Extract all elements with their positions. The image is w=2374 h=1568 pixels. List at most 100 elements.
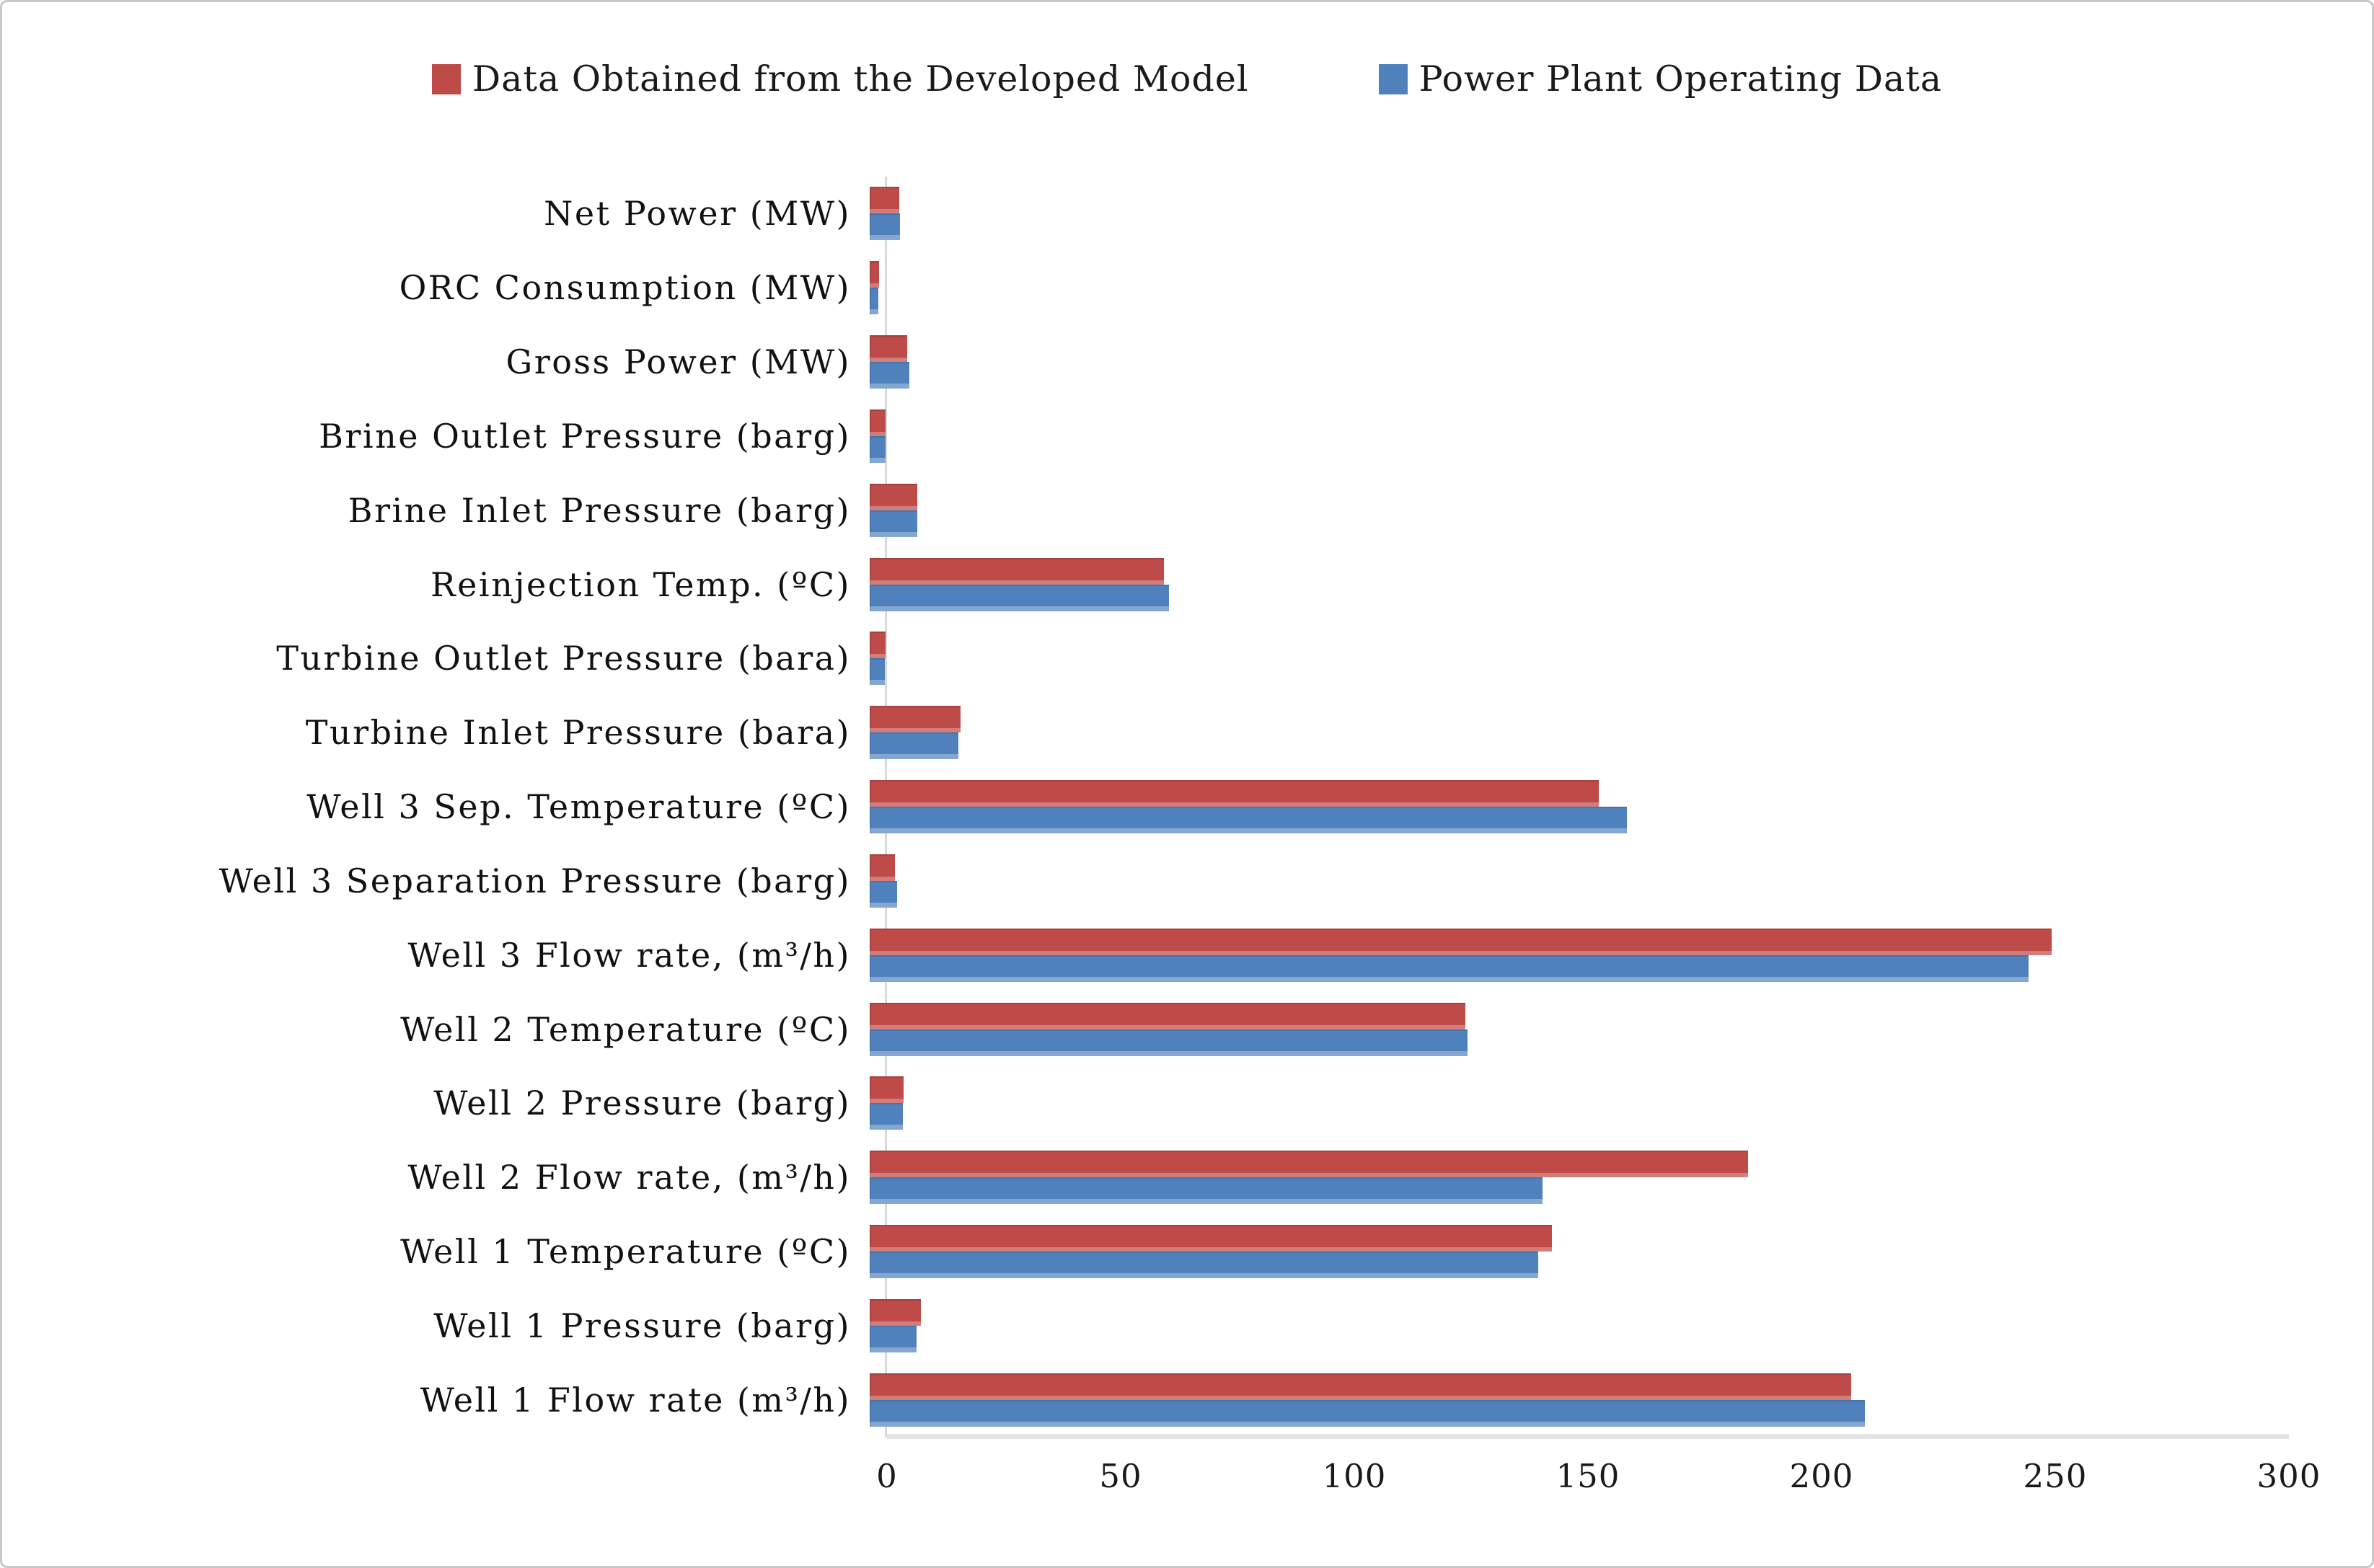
x-axis-ticks: 0 50 100 150 200 250 300 xyxy=(2,1457,2372,1507)
bar-model xyxy=(870,632,886,659)
category-row: Net Power (MW) xyxy=(2,177,2372,251)
category-row: Turbine Inlet Pressure (bara) xyxy=(2,696,2372,770)
bar-model xyxy=(870,928,2052,955)
bar-model xyxy=(870,854,895,881)
x-axis-tick-label: 150 xyxy=(1556,1457,1620,1495)
category-label: Net Power (MW) xyxy=(544,194,851,234)
category-label: Well 1 Pressure (barg) xyxy=(433,1306,851,1345)
category-label: Well 1 Temperature (ºC) xyxy=(400,1232,851,1271)
x-axis-tick-label: 100 xyxy=(1322,1457,1387,1495)
bar-operating xyxy=(870,880,898,908)
category-row: Well 2 Temperature (ºC) xyxy=(2,992,2372,1066)
category-label: Well 3 Flow rate, (m³/h) xyxy=(407,935,851,975)
category-label: Well 2 Flow rate, (m³/h) xyxy=(407,1158,851,1197)
bar-operating xyxy=(870,1177,1543,1205)
bar-operating xyxy=(870,1325,917,1352)
category-row: Well 3 Sep. Temperature (ºC) xyxy=(2,770,2372,844)
legend-item-model: Data Obtained from the Developed Model xyxy=(431,58,1249,99)
bar-operating xyxy=(870,732,959,760)
bar-operating xyxy=(870,213,901,241)
category-label: Well 3 Separation Pressure (barg) xyxy=(219,861,851,900)
x-axis-tick-label: 200 xyxy=(1789,1457,1854,1495)
bar-operating xyxy=(870,1252,1538,1278)
bar-model xyxy=(870,1298,922,1326)
bar-group xyxy=(870,547,2272,621)
bar-group xyxy=(870,843,2272,918)
blue-square-icon xyxy=(1378,63,1408,94)
bar-group xyxy=(870,1288,2272,1363)
category-row: Well 1 Pressure (barg) xyxy=(2,1288,2372,1363)
bar-operating xyxy=(870,288,878,315)
bar-model xyxy=(870,261,879,288)
bar-model xyxy=(870,187,900,214)
bar-operating xyxy=(870,435,886,463)
category-label: Brine Inlet Pressure (barg) xyxy=(348,490,851,530)
bar-group xyxy=(870,918,2272,992)
category-row: ORC Consumption (MW) xyxy=(2,251,2372,325)
chart-plot-area: Net Power (MW) ORC Consumption (MW) Gross … xyxy=(2,177,2372,1437)
category-row: Well 2 Pressure (barg) xyxy=(2,1066,2372,1140)
bar-group xyxy=(870,1215,2272,1289)
category-label: Well 3 Sep. Temperature (ºC) xyxy=(306,787,851,827)
bar-group xyxy=(870,992,2272,1066)
category-label: Well 2 Temperature (ºC) xyxy=(400,1009,851,1049)
category-label: Brine Outlet Pressure (barg) xyxy=(319,416,851,456)
bar-operating xyxy=(870,510,918,537)
category-row: Turbine Outlet Pressure (bara) xyxy=(2,621,2372,696)
bar-model xyxy=(870,706,961,733)
bar-model xyxy=(870,1002,1466,1029)
x-axis-tick-label: 0 xyxy=(876,1457,898,1495)
bar-model xyxy=(870,1076,904,1104)
bar-model xyxy=(870,1151,1749,1178)
bar-model xyxy=(870,557,1165,585)
bar-group xyxy=(870,177,2272,251)
bar-group xyxy=(870,696,2272,770)
bar-operating xyxy=(870,1399,1866,1427)
bar-operating xyxy=(870,584,1169,611)
bar-group xyxy=(870,473,2272,547)
x-axis-baseline xyxy=(887,1434,2289,1439)
x-axis-tick-label: 250 xyxy=(2023,1457,2088,1495)
bar-operating xyxy=(870,807,1627,834)
x-axis-tick-label: 50 xyxy=(1099,1457,1142,1495)
bar-group xyxy=(870,621,2272,696)
red-square-icon xyxy=(431,63,461,94)
bar-operating xyxy=(870,954,2029,982)
bar-model xyxy=(870,1373,1851,1400)
category-label: Reinjection Temp. (ºC) xyxy=(431,564,851,604)
x-axis-tick-label: 300 xyxy=(2256,1457,2321,1495)
category-row: Reinjection Temp. (ºC) xyxy=(2,547,2372,621)
category-row: Gross Power (MW) xyxy=(2,325,2372,399)
bar-group xyxy=(870,1363,2272,1437)
bar-group xyxy=(870,1066,2272,1140)
bar-group xyxy=(870,325,2272,399)
bar-model xyxy=(870,1225,1553,1252)
category-label: ORC Consumption (MW) xyxy=(399,268,851,308)
bar-operating xyxy=(870,1029,1468,1056)
bar-model xyxy=(870,483,918,510)
legend-item-operating: Power Plant Operating Data xyxy=(1378,58,1943,99)
category-row: Well 3 Flow rate, (m³/h) xyxy=(2,918,2372,992)
bar-model xyxy=(870,409,886,436)
category-row: Brine Inlet Pressure (barg) xyxy=(2,473,2372,547)
category-label: Turbine Outlet Pressure (bara) xyxy=(276,639,851,678)
bar-operating xyxy=(870,362,910,389)
category-label: Turbine Inlet Pressure (bara) xyxy=(305,713,851,753)
bar-operating xyxy=(870,658,886,686)
bar-group xyxy=(870,399,2272,473)
legend-label-model: Data Obtained from the Developed Model xyxy=(472,58,1249,99)
category-row: Well 3 Separation Pressure (barg) xyxy=(2,843,2372,918)
chart-legend: Data Obtained from the Developed Model P… xyxy=(2,58,2372,99)
category-label: Gross Power (MW) xyxy=(506,342,851,382)
category-label: Well 2 Pressure (barg) xyxy=(433,1084,851,1123)
bar-group xyxy=(870,770,2272,844)
category-row: Well 1 Temperature (ºC) xyxy=(2,1215,2372,1289)
bar-operating xyxy=(870,1103,903,1130)
bar-group xyxy=(870,1140,2272,1215)
bar-model xyxy=(870,335,907,363)
legend-label-operating: Power Plant Operating Data xyxy=(1418,58,1943,99)
bar-model xyxy=(870,780,1599,807)
category-row: Brine Outlet Pressure (barg) xyxy=(2,399,2372,473)
category-row: Well 2 Flow rate, (m³/h) xyxy=(2,1140,2372,1215)
